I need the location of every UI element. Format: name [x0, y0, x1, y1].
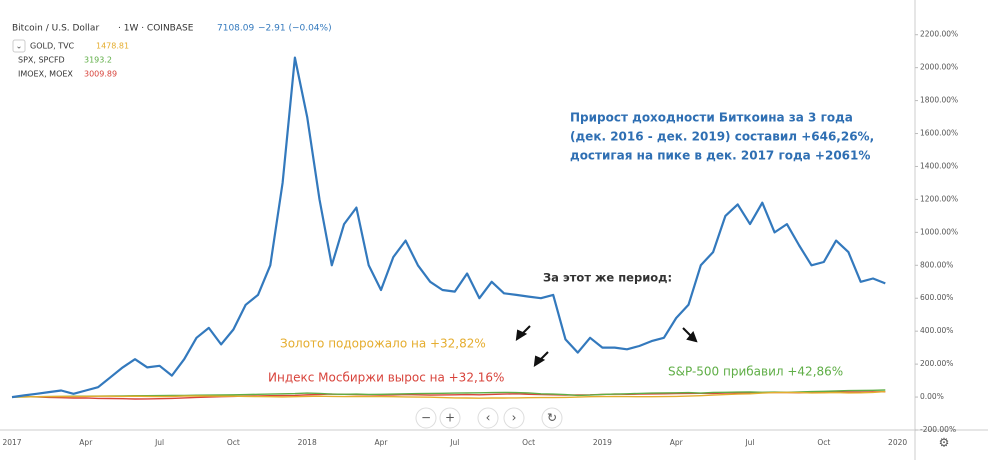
zoom-out[interactable]: [415, 407, 437, 429]
note-imoex: Индекс Мосбиржи вырос на +32,16%: [268, 371, 504, 385]
zoom-in[interactable]: [439, 407, 461, 429]
note-gold: Золото подорожало на +32,82%: [280, 337, 486, 351]
y-tick-label: 1600.00%: [920, 129, 958, 138]
note: достигая на пике в дек. 2017 года +2061%: [570, 149, 870, 163]
note: (дек. 2016 - дек. 2019) составил +646,26…: [570, 130, 874, 144]
legend-name: GOLD, TVC: [30, 42, 75, 51]
scroll-left-icon: ‹: [486, 411, 491, 425]
legend-name: IMOEX, MOEX: [18, 70, 73, 79]
y-tick-label: 2000.00%: [920, 63, 958, 72]
scroll-right-icon: ›: [512, 411, 517, 425]
legend-name: SPX, SPCFD: [18, 56, 65, 65]
y-tick-label: 1800.00%: [920, 96, 958, 105]
x-tick-label: Oct: [817, 438, 830, 447]
series-line: [11, 56, 886, 399]
zoom-in-icon: +: [445, 411, 455, 425]
x-tick-label: Oct: [227, 438, 240, 447]
legend-collapse-icon: ⌄: [16, 42, 23, 51]
y-tick-label: -200.00%: [920, 425, 956, 434]
x-tick-label: Apr: [375, 438, 389, 447]
arrows: [515, 325, 698, 367]
x-tick-label: Jul: [449, 438, 459, 447]
y-tick-label: 800.00%: [920, 260, 953, 269]
symbol-name: Bitcoin / U.S. Dollar: [12, 24, 99, 34]
legend-value: 3193.2: [84, 56, 112, 65]
series-line: [11, 391, 886, 400]
scroll-left[interactable]: [477, 407, 499, 429]
x-tick-label: 2018: [298, 438, 317, 447]
legend-value: 3009.89: [84, 70, 117, 79]
note-spx: S&P-500 прибавил +42,86%: [668, 365, 843, 379]
x-tick-label: Oct: [522, 438, 535, 447]
legend-collapse[interactable]: [12, 39, 26, 53]
symbol-suffix: · 1W · COINBASE: [118, 24, 194, 34]
x-tick-label: Apr: [79, 438, 93, 447]
x-tick-label: Apr: [670, 438, 684, 447]
y-tick-label: 2200.00%: [920, 30, 958, 39]
x-tick-label: Jul: [744, 438, 754, 447]
note-period: За этот же период:: [543, 271, 672, 285]
y-tick-label: 400.00%: [920, 326, 953, 335]
series-line: [11, 389, 886, 398]
scroll-right[interactable]: [503, 407, 525, 429]
note: Прирост доходности Биткоина за 3 года: [570, 111, 853, 125]
y-tick-label: 0.00%: [920, 392, 944, 401]
series-line: [11, 390, 886, 399]
y-tick-label: 1200.00%: [920, 194, 958, 203]
y-tick-label: 200.00%: [920, 359, 953, 368]
arrow-head: [515, 329, 528, 341]
toolbar: − + ‹ › ↻ ⚙ ⌄: [12, 39, 950, 450]
settings[interactable]: ⚙: [939, 436, 950, 450]
arrow-head: [686, 331, 698, 343]
last-change: −2.91 (−0.04%): [258, 24, 332, 34]
zoom-out-icon: −: [421, 411, 431, 425]
x-tick-label: 2020: [888, 438, 907, 447]
y-tick-label: 600.00%: [920, 293, 953, 302]
arrow-head: [533, 355, 546, 367]
legend-value: 1478.81: [96, 42, 129, 51]
x-tick-label: Jul: [154, 438, 164, 447]
reset-icon: ↻: [547, 411, 557, 425]
x-tick-label: 2019: [593, 438, 612, 447]
y-tick-label: 1400.00%: [920, 161, 958, 170]
reset[interactable]: [541, 407, 563, 429]
last-price: 7108.09: [217, 24, 254, 34]
x-tick-label: 2017: [2, 438, 21, 447]
y-tick-label: 1000.00%: [920, 227, 958, 236]
